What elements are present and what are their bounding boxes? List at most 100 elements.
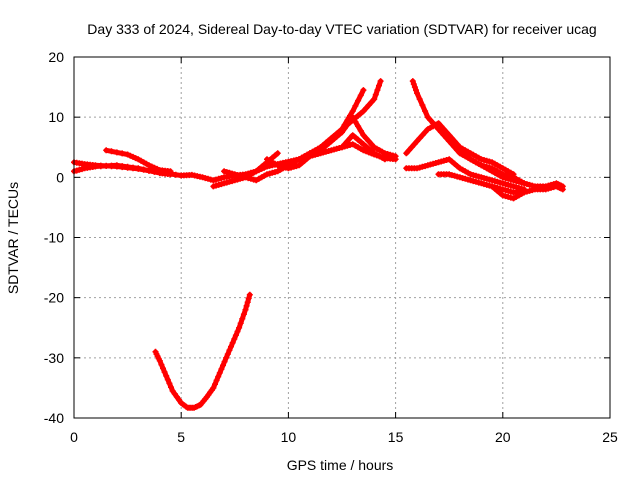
data-point (213, 377, 220, 384)
data-point (371, 96, 378, 103)
data-point (163, 372, 170, 379)
data-point (103, 147, 110, 154)
data-point (381, 156, 388, 163)
data-point (357, 92, 364, 99)
y-tick-label: 0 (56, 169, 64, 185)
data-point (352, 102, 359, 109)
data-point (240, 311, 247, 318)
data-point (108, 162, 115, 169)
data-point (113, 162, 120, 169)
series-track-h (339, 132, 388, 163)
data-point (411, 84, 418, 91)
data-point (339, 144, 345, 151)
data-point (218, 366, 225, 373)
data-point (231, 336, 238, 342)
data-point (344, 121, 351, 128)
x-tick-label: 10 (281, 429, 297, 445)
data-point (521, 180, 528, 187)
data-point (158, 361, 165, 368)
x-axis-label: GPS time / hours (287, 457, 394, 473)
data-point (422, 108, 429, 115)
y-tick-label: -20 (44, 290, 64, 306)
data-point (372, 91, 379, 98)
data-layer (71, 78, 566, 411)
data-point (108, 148, 115, 155)
data-point (377, 78, 384, 85)
series-track-g (285, 114, 399, 166)
x-tick-label: 25 (602, 429, 618, 445)
data-point (215, 373, 222, 380)
data-point (352, 118, 359, 125)
data-point (392, 153, 399, 160)
series-track-n (489, 183, 566, 202)
series-track-o (152, 291, 253, 411)
data-point (341, 125, 348, 132)
data-point (220, 362, 226, 369)
data-point (103, 162, 110, 169)
data-point (408, 144, 415, 151)
series-track-c (103, 147, 174, 175)
x-tick-label: 0 (70, 429, 78, 445)
data-point (510, 171, 517, 178)
data-point (243, 302, 250, 309)
data-point (242, 306, 249, 313)
series-track-m (456, 144, 517, 178)
data-point (239, 315, 246, 322)
data-point (274, 150, 281, 157)
data-point (92, 163, 99, 170)
data-point (161, 369, 168, 376)
data-point (419, 102, 426, 109)
y-tick-label: -10 (44, 230, 64, 246)
data-point (339, 129, 345, 136)
data-point (212, 381, 218, 388)
data-point (355, 97, 362, 104)
data-point (226, 347, 233, 354)
data-point (410, 81, 417, 88)
data-point (216, 369, 223, 376)
series-track-d (210, 150, 281, 190)
data-point (223, 354, 230, 361)
data-point (360, 87, 367, 94)
x-tick-label: 15 (388, 429, 404, 445)
data-point (349, 114, 356, 121)
y-tick-label: -30 (44, 350, 64, 366)
data-point (414, 90, 420, 97)
data-point (135, 165, 142, 172)
y-axis-label: SDTVAR / TECUs (5, 182, 21, 294)
grid-layer (74, 57, 610, 418)
data-point (245, 295, 252, 302)
data-point (357, 127, 364, 134)
data-point (559, 186, 566, 193)
y-tick-label: -40 (44, 410, 64, 426)
data-point (130, 164, 136, 171)
data-point (244, 299, 251, 306)
data-point (97, 163, 104, 170)
data-point (246, 291, 253, 298)
y-tick-label: 20 (48, 49, 64, 65)
data-point (140, 166, 147, 173)
data-point (160, 365, 166, 372)
data-point (237, 320, 244, 327)
data-point (413, 87, 419, 94)
x-tick-label: 5 (177, 429, 185, 445)
data-point (349, 108, 356, 115)
chart-title: Day 333 of 2024, Sidereal Day-to-day VTE… (87, 21, 596, 37)
data-point (368, 141, 375, 148)
data-point (355, 123, 362, 130)
tick-layer: 0 5 10 15 20 25 -40 -30 -20 -10 0 10 20 (44, 49, 618, 445)
x-tick-label: 20 (495, 429, 511, 445)
data-point (176, 396, 183, 403)
y-tick-label: 10 (48, 109, 64, 125)
data-point (409, 78, 416, 85)
data-point (164, 376, 171, 383)
data-point (172, 171, 179, 178)
data-point (234, 328, 241, 335)
data-point (166, 380, 173, 387)
data-point (168, 384, 174, 391)
series-track-f (264, 78, 384, 172)
data-point (146, 167, 152, 174)
data-point (210, 384, 217, 391)
data-point (224, 351, 231, 358)
